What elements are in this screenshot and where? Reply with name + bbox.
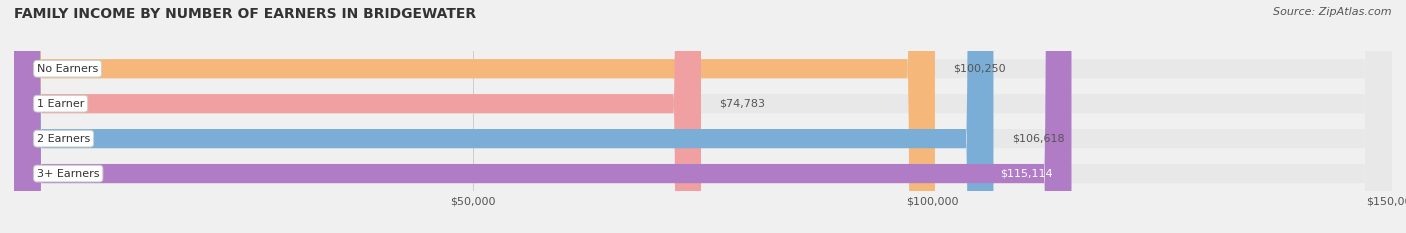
FancyBboxPatch shape <box>14 0 1392 233</box>
FancyBboxPatch shape <box>14 0 1071 233</box>
Text: $74,783: $74,783 <box>720 99 765 109</box>
FancyBboxPatch shape <box>14 0 994 233</box>
Text: Source: ZipAtlas.com: Source: ZipAtlas.com <box>1274 7 1392 17</box>
Text: 2 Earners: 2 Earners <box>37 134 90 144</box>
Text: $100,250: $100,250 <box>953 64 1005 74</box>
Text: $106,618: $106,618 <box>1012 134 1064 144</box>
FancyBboxPatch shape <box>14 0 702 233</box>
Text: 3+ Earners: 3+ Earners <box>37 169 100 178</box>
FancyBboxPatch shape <box>14 0 1392 233</box>
Text: No Earners: No Earners <box>37 64 98 74</box>
Text: $115,114: $115,114 <box>1001 169 1053 178</box>
Text: FAMILY INCOME BY NUMBER OF EARNERS IN BRIDGEWATER: FAMILY INCOME BY NUMBER OF EARNERS IN BR… <box>14 7 477 21</box>
FancyBboxPatch shape <box>14 0 935 233</box>
Text: 1 Earner: 1 Earner <box>37 99 84 109</box>
FancyBboxPatch shape <box>14 0 1392 233</box>
FancyBboxPatch shape <box>14 0 1392 233</box>
